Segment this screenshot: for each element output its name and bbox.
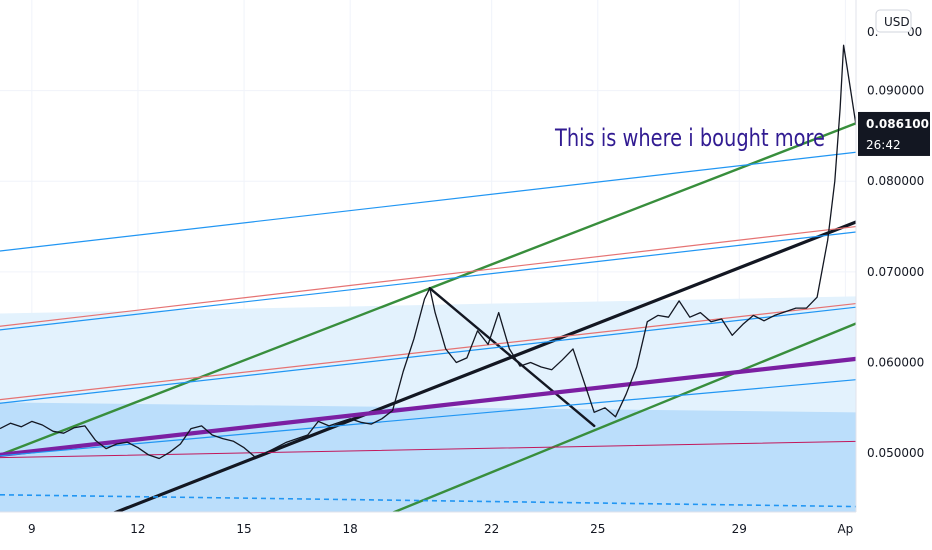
last-price-badge	[858, 111, 930, 156]
trend-line	[0, 379, 857, 457]
price-zone	[0, 402, 856, 512]
time-tick-label: Ap	[837, 522, 853, 536]
price-line	[0, 44, 857, 460]
last-price-value: 0.086100	[866, 117, 929, 131]
time-tick-label: 29	[732, 522, 747, 536]
trend-lines	[0, 122, 859, 517]
price-tick-top-partial: 0.	[867, 25, 878, 39]
trend-line	[0, 151, 857, 252]
time-tick-label: 22	[484, 522, 499, 536]
currency-label: USD	[884, 15, 910, 29]
trend-line	[0, 302, 857, 401]
trend-line	[384, 322, 858, 517]
time-tick-label: 15	[236, 522, 251, 536]
time-axis-background	[0, 512, 932, 550]
trend-line	[0, 306, 857, 404]
trend-line	[428, 286, 596, 428]
time-tick-label: 25	[590, 522, 605, 536]
price-tick-label: 0.070000	[867, 265, 924, 279]
price-tick-label: 0.060000	[867, 355, 924, 369]
dashed-level-line	[0, 493, 857, 508]
time-axis-ticks: 9 12 15 18 22 25 29 Ap	[28, 522, 853, 536]
currency-badge[interactable]	[875, 9, 912, 33]
trend-line	[0, 122, 858, 457]
bar-countdown: 26:42	[866, 138, 901, 152]
trend-line	[108, 220, 858, 517]
time-tick-label: 18	[343, 522, 358, 536]
trend-line	[0, 356, 859, 458]
price-tick-label: 0.050000	[867, 446, 924, 460]
price-axis-background	[856, 0, 932, 512]
price-tick-label: 0.090000	[867, 84, 924, 98]
time-tick-label: 9	[28, 522, 36, 536]
price-axis-ticks: 0.090000 0.080000 0.070000 0.060000 0.050000	[867, 84, 924, 460]
time-tick-label: 12	[130, 522, 145, 536]
trend-line	[0, 225, 857, 327]
chart-annotation: This is where i bought more	[554, 124, 825, 152]
price-series	[0, 44, 857, 460]
trend-line	[0, 440, 857, 459]
trend-line	[0, 231, 857, 331]
price-tick-label: 0.080000	[867, 174, 924, 188]
